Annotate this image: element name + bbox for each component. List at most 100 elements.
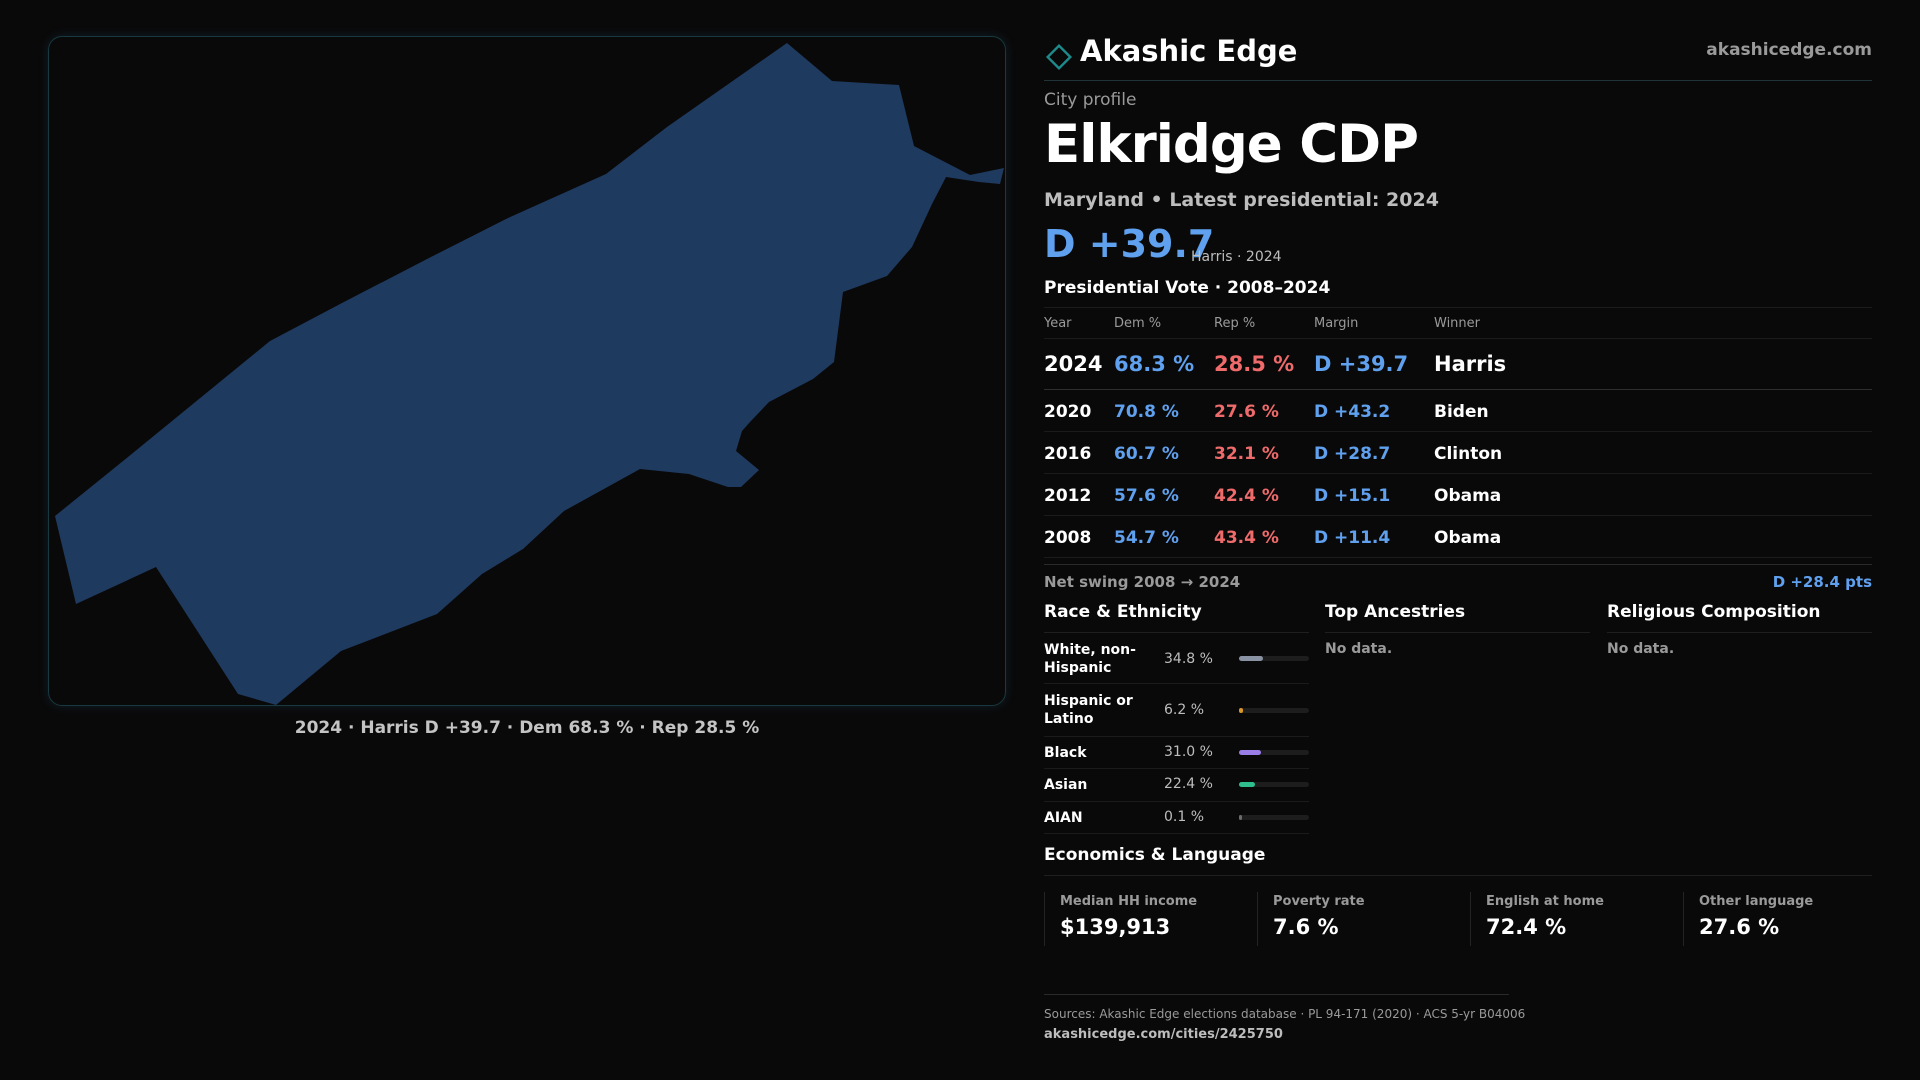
brand-name[interactable]: Akashic Edge <box>1080 34 1298 68</box>
stat-label: English at home <box>1486 894 1604 909</box>
cell-margin: D +11.4 <box>1314 528 1391 548</box>
cell-margin: D +39.7 <box>1314 352 1409 376</box>
race-label: Black <box>1044 745 1087 761</box>
cell-winner: Obama <box>1434 486 1502 506</box>
col-header-dem: Dem % <box>1114 316 1162 331</box>
stat-label: Other language <box>1699 894 1814 909</box>
race-label: White, non-Hispanic <box>1044 642 1136 676</box>
cell-rep: 43.4 % <box>1214 528 1279 548</box>
ancestries-section-header: Top Ancestries <box>1325 602 1590 633</box>
cell-margin: D +15.1 <box>1314 486 1391 506</box>
race-bar-fill <box>1239 656 1264 661</box>
race-bar-fill <box>1239 708 1244 713</box>
religion-section-header: Religious Composition <box>1607 602 1872 633</box>
economics-section-header: Economics & Language <box>1044 845 1872 876</box>
table-row: 2020 70.8 % 27.6 % D +43.2 Biden <box>1044 390 1872 432</box>
presidential-vote-table: Year Dem % Rep % Margin Winner 2024 68.3… <box>1044 307 1872 558</box>
map-caption: 2024 · Harris D +39.7 · Dem 68.3 % · Rep… <box>294 718 760 738</box>
col-header-margin: Margin <box>1314 316 1359 331</box>
cell-year: 2020 <box>1044 402 1092 422</box>
cell-rep: 42.4 % <box>1214 486 1279 506</box>
ancestries-title: Top Ancestries <box>1325 602 1466 622</box>
brand-url-link[interactable]: akashicedge.com <box>1706 40 1872 60</box>
economics-title: Economics & Language <box>1044 845 1266 865</box>
brand-header: Akashic Edge akashicedge.com <box>1044 32 1872 81</box>
race-ethnicity-section: Race & Ethnicity White, non-Hispanic 34.… <box>1044 602 1309 834</box>
headline-margin: D +39.7 <box>1044 222 1215 266</box>
religion-section: Religious Composition No data. <box>1607 602 1872 657</box>
profile-subtitle: Maryland • Latest presidential: 2024 <box>1044 189 1439 211</box>
page-title: Elkridge CDP <box>1044 114 1419 175</box>
cell-winner: Harris <box>1434 352 1507 376</box>
race-bar-track <box>1239 815 1309 820</box>
cell-margin: D +28.7 <box>1314 444 1391 464</box>
map-panel[interactable] <box>48 36 1006 706</box>
race-bar-track <box>1239 750 1309 755</box>
economics-cards: Median HH income $139,913 Poverty rate 7… <box>1044 892 1872 946</box>
cell-dem: 68.3 % <box>1114 352 1195 376</box>
cell-dem: 60.7 % <box>1114 444 1179 464</box>
diamond-outline-icon <box>1045 43 1073 71</box>
race-pct: 34.8 % <box>1164 651 1213 667</box>
race-pct: 31.0 % <box>1164 744 1213 760</box>
religion-title: Religious Composition <box>1607 602 1821 622</box>
race-pct: 22.4 % <box>1164 776 1213 792</box>
sources-text: Sources: Akashic Edge elections database… <box>1044 1007 1526 1021</box>
religion-empty: No data. <box>1607 641 1675 657</box>
permalink[interactable]: akashicedge.com/cities/2425750 <box>1044 1027 1283 1042</box>
table-row: 2016 60.7 % 32.1 % D +28.7 Clinton <box>1044 432 1872 474</box>
race-pct: 6.2 % <box>1164 702 1205 718</box>
ancestries-empty: No data. <box>1325 641 1393 657</box>
race-bar-fill <box>1239 815 1242 820</box>
headline-note: Harris · 2024 <box>1191 249 1282 265</box>
stat-value: 7.6 % <box>1273 915 1339 939</box>
cell-dem: 54.7 % <box>1114 528 1179 548</box>
table-header: Year Dem % Rep % Margin Winner <box>1044 308 1872 339</box>
cell-year: 2024 <box>1044 352 1103 376</box>
region-map[interactable] <box>49 37 1005 705</box>
cell-dem: 57.6 % <box>1114 486 1179 506</box>
city-boundary-shape[interactable] <box>55 43 1004 705</box>
race-label: AIAN <box>1044 810 1083 826</box>
swing-value: D +28.4 pts <box>1772 573 1872 591</box>
profile-type-label: City profile <box>1044 90 1137 110</box>
cell-year: 2012 <box>1044 486 1092 506</box>
cell-rep: 28.5 % <box>1214 352 1295 376</box>
table-row: 2024 68.3 % 28.5 % D +39.7 Harris <box>1044 339 1872 390</box>
race-label: Asian <box>1044 777 1088 793</box>
race-pct: 0.1 % <box>1164 809 1205 825</box>
stat-label: Poverty rate <box>1273 894 1365 909</box>
stat-card-poverty: Poverty rate 7.6 % <box>1257 892 1453 946</box>
cell-winner: Clinton <box>1434 444 1503 464</box>
ancestries-section: Top Ancestries No data. <box>1325 602 1590 657</box>
stat-card-other-language: Other language 27.6 % <box>1683 892 1879 946</box>
race-section-title: Race & Ethnicity <box>1044 602 1202 622</box>
col-header-year: Year <box>1044 316 1072 331</box>
race-row-hispanic: Hispanic or Latino 6.2 % <box>1044 684 1309 737</box>
race-bar-track <box>1239 782 1309 787</box>
table-row: 2012 57.6 % 42.4 % D +15.1 Obama <box>1044 474 1872 516</box>
stat-card-income: Median HH income $139,913 <box>1044 892 1240 946</box>
race-label: Hispanic or Latino <box>1044 693 1133 727</box>
table-row: 2008 54.7 % 43.4 % D +11.4 Obama <box>1044 516 1872 558</box>
cell-winner: Biden <box>1434 402 1489 422</box>
race-row-black: Black 31.0 % <box>1044 737 1309 769</box>
stat-label: Median HH income <box>1060 894 1198 909</box>
cell-dem: 70.8 % <box>1114 402 1179 422</box>
race-bar-track <box>1239 656 1309 661</box>
col-header-winner: Winner <box>1434 316 1481 331</box>
swing-label: Net swing 2008 → 2024 <box>1044 573 1241 591</box>
race-row-white: White, non-Hispanic 34.8 % <box>1044 633 1309 684</box>
stat-value: 72.4 % <box>1486 915 1567 939</box>
race-row-asian: Asian 22.4 % <box>1044 769 1309 802</box>
presidential-vote-title: Presidential Vote · 2008–2024 <box>1044 278 1331 298</box>
cell-rep: 32.1 % <box>1214 444 1279 464</box>
cell-winner: Obama <box>1434 528 1502 548</box>
stat-value: $139,913 <box>1060 915 1171 939</box>
race-section-header: Race & Ethnicity <box>1044 602 1309 633</box>
net-swing: Net swing 2008 → 2024 D +28.4 pts <box>1044 564 1872 597</box>
sources-footer: Sources: Akashic Edge elections database… <box>1044 994 1525 1042</box>
cell-year: 2016 <box>1044 444 1092 464</box>
cell-margin: D +43.2 <box>1314 402 1391 422</box>
race-bar-fill <box>1239 782 1255 787</box>
